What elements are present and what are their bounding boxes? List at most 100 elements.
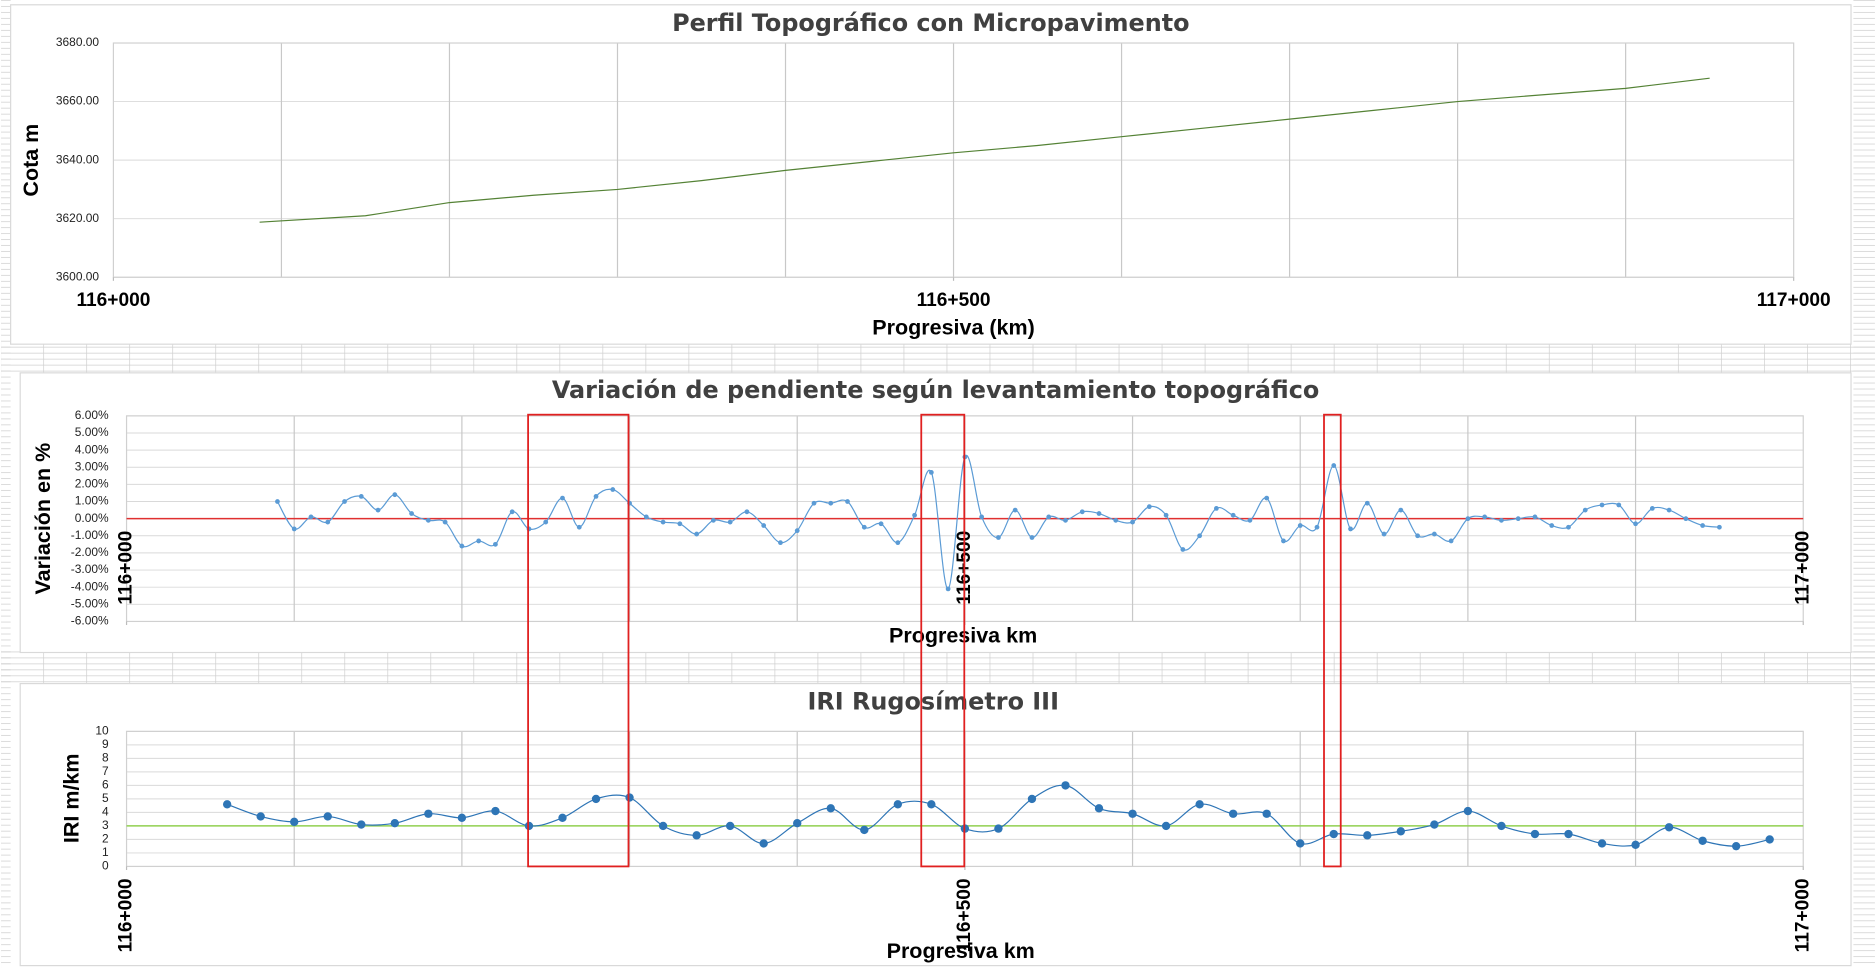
x-tick-label: 117+000 <box>1757 290 1831 311</box>
data-point <box>1616 502 1622 508</box>
data-point <box>1329 829 1338 839</box>
x-tick-label: 116+000 <box>116 878 137 952</box>
data-point <box>828 500 834 506</box>
data-point <box>1599 502 1605 508</box>
data-point <box>1331 463 1337 468</box>
data-point <box>290 817 299 827</box>
data-point <box>895 540 901 546</box>
data-point <box>1264 495 1270 501</box>
data-point <box>424 809 433 818</box>
data-point <box>1163 512 1169 518</box>
data-point <box>1698 836 1707 845</box>
chart-title: Perfil Topográfico con Micropavimento <box>672 9 1190 37</box>
data-point <box>912 512 917 518</box>
x-axis-label: Progresiva km <box>887 939 1035 963</box>
data-point <box>323 812 332 821</box>
data-point <box>811 500 817 506</box>
data-point <box>1666 507 1672 513</box>
data-point <box>1482 514 1488 520</box>
y-tick-label: -5.00% <box>71 596 109 610</box>
data-point <box>291 526 297 532</box>
data-point <box>1063 517 1068 523</box>
data-point <box>1197 533 1203 539</box>
data-point <box>1649 505 1655 511</box>
y-tick-label: 5 <box>102 791 109 805</box>
data-point <box>927 800 936 809</box>
data-point <box>425 517 431 523</box>
data-point <box>727 519 733 525</box>
x-axis-label: Progresiva km <box>889 624 1037 648</box>
y-tick-label: 3.00% <box>75 459 109 473</box>
data-point <box>725 821 735 831</box>
data-point <box>1247 517 1253 523</box>
data-point <box>1213 505 1219 511</box>
data-point <box>692 831 701 840</box>
data-point <box>1430 820 1439 829</box>
data-point <box>860 825 869 835</box>
data-point <box>256 812 265 821</box>
y-tick-label: 3620.00 <box>56 211 100 225</box>
data-point <box>509 509 515 515</box>
data-point <box>1700 523 1706 528</box>
y-tick-label: -6.00% <box>71 614 109 628</box>
highlight-box <box>1323 413 1342 868</box>
data-point <box>1297 523 1303 528</box>
data-point <box>826 804 835 813</box>
data-point <box>1161 821 1171 831</box>
y-tick-label: 2.00% <box>75 477 109 491</box>
sheet-cells <box>1 341 1875 376</box>
data-point <box>1228 809 1238 818</box>
data-point <box>893 800 903 809</box>
data-point <box>493 541 498 547</box>
chart-frame <box>19 372 1852 654</box>
data-point <box>1094 804 1104 813</box>
data-point <box>1180 547 1186 552</box>
data-point <box>878 521 884 527</box>
data-point <box>392 492 398 498</box>
data-point <box>442 519 448 525</box>
data-point <box>1281 538 1286 544</box>
data-point <box>593 493 599 499</box>
y-tick-label: 10 <box>95 724 109 738</box>
y-axis-label: Variación en % <box>31 443 55 595</box>
data-point <box>1631 840 1640 849</box>
data-point <box>476 538 482 544</box>
data-point <box>1415 533 1420 539</box>
data-point <box>1348 526 1353 532</box>
data-point <box>558 813 567 822</box>
y-tick-label: -2.00% <box>71 545 109 559</box>
x-tick-label: 116+000 <box>116 531 137 605</box>
data-point <box>1497 821 1506 831</box>
data-point <box>1566 524 1571 530</box>
data-point <box>794 528 800 534</box>
x-tick-label: 117+000 <box>1792 878 1813 952</box>
y-tick-label: 4.00% <box>75 442 109 456</box>
data-point <box>1398 507 1404 513</box>
y-tick-label: 3680.00 <box>56 35 100 49</box>
data-point <box>643 514 649 520</box>
data-point <box>1431 531 1437 537</box>
data-point <box>861 524 867 530</box>
data-point <box>1029 535 1035 540</box>
y-tick-label: 0.00% <box>75 511 109 525</box>
data-line <box>259 77 1710 223</box>
data-point <box>1582 507 1588 513</box>
data-point <box>759 839 768 848</box>
data-point <box>491 806 500 816</box>
data-point <box>409 511 414 516</box>
data-point <box>591 794 601 804</box>
chart-frame <box>10 4 1852 345</box>
y-axis-label: Cota m <box>19 124 43 197</box>
data-point <box>625 793 634 802</box>
y-axis-label: IRI m/km <box>59 753 83 843</box>
data-point <box>390 819 400 828</box>
y-tick-label: -3.00% <box>71 562 109 576</box>
data-point <box>275 499 280 504</box>
data-point <box>610 487 616 492</box>
chart-title: IRI Rugosímetro III <box>807 688 1059 716</box>
y-tick-label: 8 <box>102 751 109 765</box>
y-tick-label: 0 <box>102 859 109 873</box>
y-tick-label: 1 <box>102 845 109 859</box>
data-point <box>1549 523 1555 528</box>
data-point <box>793 819 802 828</box>
